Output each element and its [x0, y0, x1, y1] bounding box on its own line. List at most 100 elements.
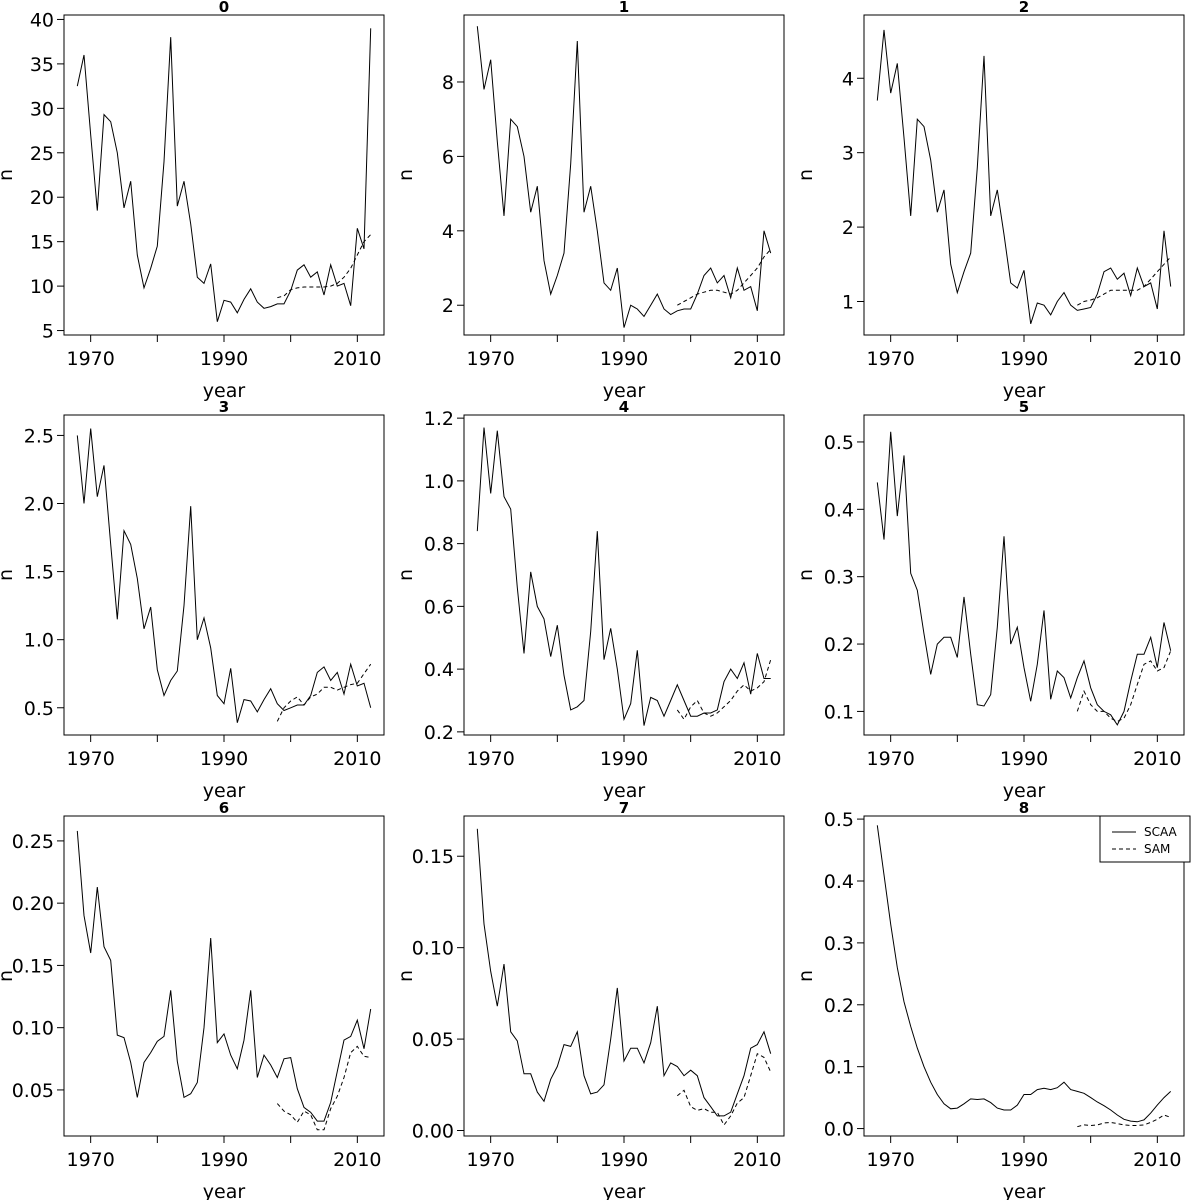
x-tick-label: 1990: [200, 748, 248, 770]
panel-title: 5: [1019, 398, 1029, 416]
panel-8: 8 1970 1990 2010 0.0 0.1 0.2 0.3 0.4 0.5 year n SCAA…: [795, 799, 1191, 1200]
y-tick-label: 0.4: [824, 871, 854, 893]
y-tick-label: 0.1: [824, 1057, 854, 1079]
panel-title: 0: [219, 0, 229, 16]
y-tick-label: 2: [842, 217, 854, 239]
x-tick-label: 1970: [866, 748, 914, 770]
series-line-sam: [277, 234, 372, 299]
series-line-sam: [676, 1052, 772, 1126]
x-tick-label: 1970: [866, 348, 914, 370]
series-line-sam: [1077, 1114, 1171, 1128]
y-axis-label: n: [0, 569, 17, 581]
plot-frame: [863, 414, 1185, 736]
panel-1: 1 1970 1990 2010 2 4 6 8 year n: [395, 0, 785, 402]
y-tick-label: 0.5: [824, 432, 854, 454]
y-tick-label: 0.3: [824, 933, 854, 955]
x-tick-label: 2010: [733, 1149, 781, 1171]
y-axis-label: n: [0, 970, 17, 982]
y-tick-label: 1: [842, 292, 854, 314]
y-tick-label: 0.0: [824, 1119, 854, 1141]
x-tick-label: 1990: [1000, 748, 1048, 770]
x-tick-label: 2010: [733, 748, 781, 770]
plot-frame: [463, 815, 785, 1137]
x-tick-label: 1990: [600, 348, 648, 370]
series-line-scaa: [476, 427, 771, 726]
x-axis-label: year: [203, 1181, 246, 1200]
x-axis-label: year: [1003, 380, 1046, 402]
y-tick-label: 0.8: [424, 534, 454, 556]
panel-2: 2 1970 1990 2010 1 2 3 4 year n: [795, 0, 1185, 402]
x-tick-label: 1990: [1000, 348, 1048, 370]
y-tick-label: 3: [842, 143, 854, 165]
panel-0: 0 1970 1990 2010 5 10 15 20 25 30 35 40 year n: [0, 0, 385, 402]
y-tick-label: 0.00: [412, 1121, 454, 1143]
legend-label-scaa: SCAA: [1144, 825, 1178, 839]
panel-title: 8: [1019, 799, 1029, 817]
y-axis-label: n: [395, 970, 417, 982]
series-line-scaa: [76, 428, 372, 723]
series-line-sam: [276, 663, 372, 722]
y-tick-label: 0.10: [412, 938, 454, 960]
series-line-sam: [1077, 256, 1172, 306]
x-axis-label: year: [1003, 1181, 1046, 1200]
y-tick-label: 20: [30, 187, 54, 209]
x-tick-label: 1970: [66, 748, 114, 770]
y-tick-label: 35: [30, 54, 54, 76]
legend-box: [1099, 815, 1191, 863]
y-tick-label: 1.2: [424, 408, 454, 430]
series-line-scaa: [76, 830, 372, 1122]
y-axis-label: n: [395, 169, 417, 181]
y-tick-label: 10: [30, 276, 54, 298]
y-tick-label: 0.05: [12, 1080, 54, 1102]
plot-frame: [863, 815, 1185, 1137]
panel-title: 2: [1019, 0, 1029, 16]
y-axis-label: n: [395, 569, 417, 581]
y-tick-label: 0.4: [824, 499, 854, 521]
x-tick-label: 1970: [466, 1149, 514, 1171]
plot-frame: [863, 14, 1185, 336]
series-line-sam: [276, 1045, 371, 1131]
x-tick-label: 2010: [1133, 348, 1181, 370]
panel-5: 5 1970 1990 2010 0.1 0.2 0.3 0.4 0.5 year n: [795, 398, 1185, 802]
y-tick-label: 0.4: [424, 659, 454, 681]
y-tick-label: 0.15: [412, 846, 454, 868]
y-tick-label: 2.5: [24, 425, 54, 447]
y-tick-label: 30: [30, 98, 54, 120]
x-tick-label: 1990: [600, 748, 648, 770]
x-axis-label: year: [603, 1181, 646, 1200]
y-tick-label: 4: [842, 68, 854, 90]
y-tick-label: 0.05: [412, 1029, 454, 1051]
y-tick-label: 0.10: [12, 1018, 54, 1040]
y-axis-label: n: [795, 569, 817, 581]
series-line-scaa: [876, 29, 1172, 324]
panel-title: 1: [619, 0, 629, 16]
x-axis-label: year: [1003, 780, 1046, 802]
x-tick-label: 1990: [600, 1149, 648, 1171]
series-line-scaa: [876, 431, 1172, 726]
y-tick-label: 0.25: [12, 831, 54, 853]
panel-title: 6: [219, 799, 229, 817]
plot-frame: [463, 14, 785, 336]
y-tick-label: 0.5: [24, 698, 54, 720]
panel-title: 3: [219, 398, 229, 416]
x-tick-label: 1970: [466, 748, 514, 770]
series-line-sam: [1076, 650, 1172, 723]
x-tick-label: 1970: [66, 348, 114, 370]
series-line-scaa: [476, 26, 772, 328]
x-axis-label: year: [603, 380, 646, 402]
y-axis-label: n: [0, 169, 17, 181]
y-tick-label: 5: [42, 321, 54, 343]
x-tick-label: 2010: [333, 1149, 381, 1171]
y-tick-label: 0.1: [824, 701, 854, 723]
series-line-scaa: [876, 825, 1172, 1123]
x-tick-label: 2010: [1133, 1149, 1181, 1171]
x-tick-label: 1970: [866, 1149, 914, 1171]
y-tick-label: 0.15: [12, 955, 54, 977]
y-tick-label: 40: [30, 9, 54, 31]
y-tick-label: 0.2: [824, 634, 854, 656]
x-axis-label: year: [203, 780, 246, 802]
x-tick-label: 1970: [66, 1149, 114, 1171]
y-tick-label: 15: [30, 232, 54, 254]
x-tick-label: 1990: [200, 348, 248, 370]
